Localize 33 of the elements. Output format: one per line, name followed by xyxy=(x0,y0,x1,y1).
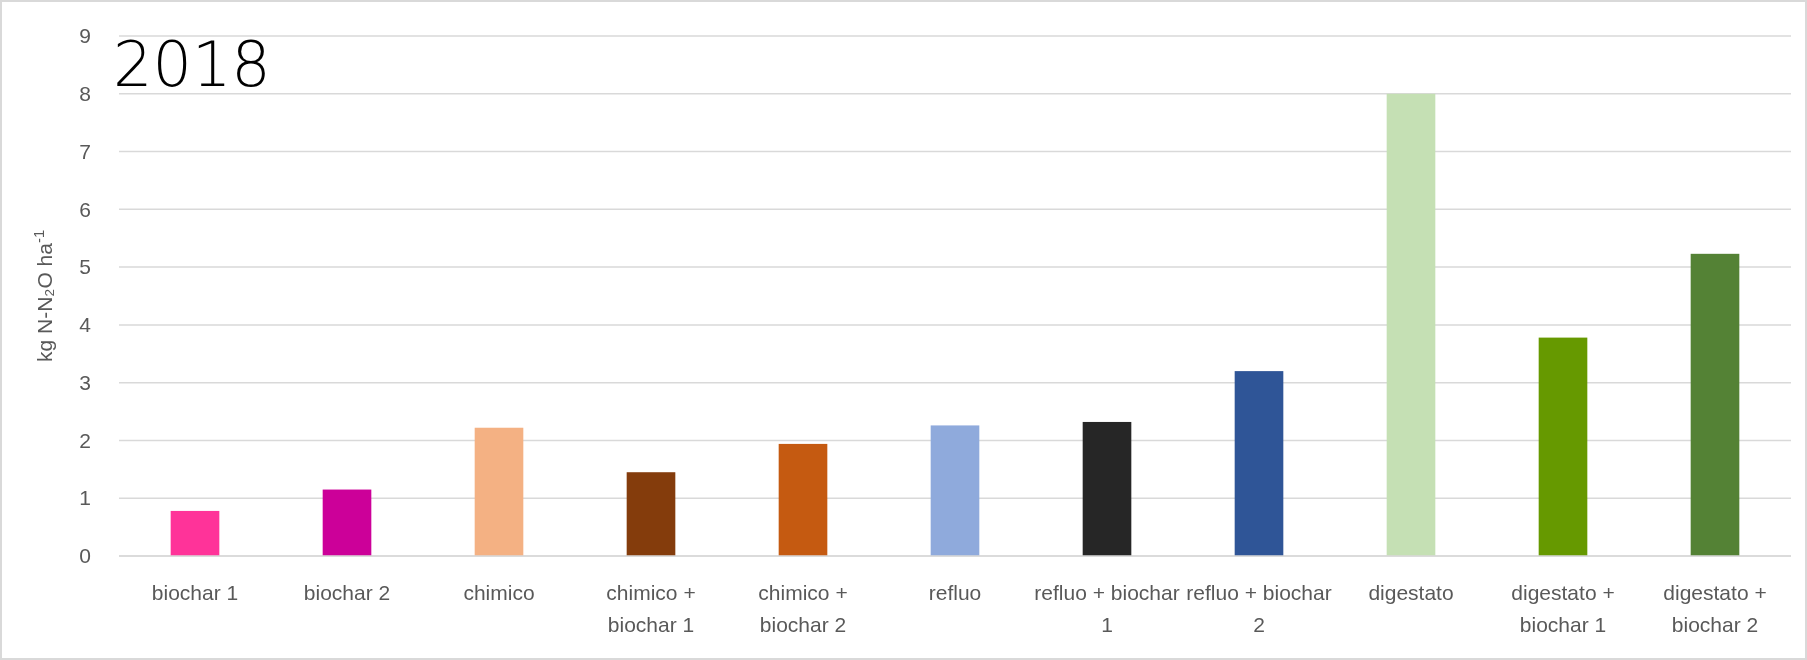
x-tick-label: digestato + biochar 1 xyxy=(1511,581,1615,636)
x-tick-label: chimico + biochar 1 xyxy=(606,581,696,636)
x-tick-label: chimico xyxy=(463,581,535,604)
y-tick-label: 5 xyxy=(79,255,91,279)
chart-title: 2018 xyxy=(113,28,271,101)
x-tick-label: refluo + biochar 2 xyxy=(1186,581,1332,636)
y-tick-label: 1 xyxy=(79,486,91,510)
bar xyxy=(170,510,220,556)
y-tick-label: 2 xyxy=(79,428,91,452)
x-tick-label: digestato + biochar 2 xyxy=(1663,581,1767,636)
x-tick-label: biochar 2 xyxy=(303,581,391,604)
bar xyxy=(778,443,828,556)
y-tick-label: 4 xyxy=(79,313,92,337)
bar xyxy=(930,425,980,556)
bar xyxy=(1690,253,1740,556)
bar xyxy=(1386,93,1436,556)
y-tick-label: 6 xyxy=(79,197,91,221)
y-tick-label: 0 xyxy=(79,544,91,568)
y-tick-label: 7 xyxy=(79,139,91,163)
y-tick-label: 9 xyxy=(79,24,91,48)
x-tick-label: chimico + biochar 2 xyxy=(758,581,848,636)
bar xyxy=(1234,371,1284,556)
bar xyxy=(474,427,524,556)
bar xyxy=(626,472,676,556)
x-tick-label: biochar 1 xyxy=(151,581,239,604)
y-tick-label: 8 xyxy=(79,82,91,105)
x-tick-label: digestato xyxy=(1368,581,1454,604)
y-tick-label: 3 xyxy=(79,370,91,394)
bar xyxy=(1538,337,1588,556)
x-tick-label: refluo + biochar 1 xyxy=(1034,581,1180,636)
x-tick-label: refluo xyxy=(928,581,982,604)
bar xyxy=(322,489,372,556)
bar xyxy=(1082,421,1132,556)
